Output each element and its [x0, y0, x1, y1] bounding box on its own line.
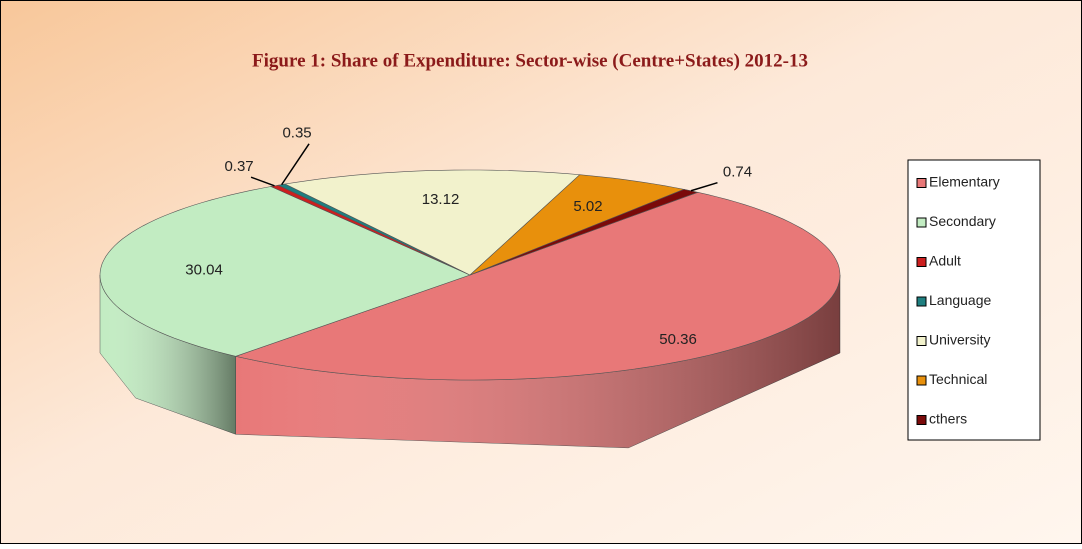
legend-label: Technical [929, 371, 987, 387]
data-label: 0.35 [282, 125, 311, 142]
legend-label: Secondary [929, 213, 996, 229]
legend-swatch [916, 415, 927, 425]
data-label: 30.04 [185, 262, 223, 279]
leader-line [281, 143, 310, 186]
slice [234, 191, 841, 381]
data-label: 13.12 [422, 191, 460, 208]
legend-swatch [916, 375, 927, 386]
legend-swatch [916, 296, 927, 307]
legend-label: Adult [929, 253, 961, 269]
data-label: 50.36 [659, 331, 697, 348]
slice-side-shade [100, 275, 236, 435]
data-label: 0.37 [224, 158, 253, 175]
legend-label: cthers [929, 411, 967, 427]
legend-swatch [916, 257, 927, 267]
legend-swatch [916, 336, 927, 346]
legend-swatch [916, 178, 927, 188]
legend-label: University [929, 332, 990, 348]
leader-line [250, 176, 275, 187]
slice [469, 174, 686, 276]
slice [99, 186, 471, 357]
legend [907, 159, 1041, 441]
slice-side-shade [235, 275, 840, 448]
legend-label: Language [929, 292, 992, 308]
leader-line [690, 181, 718, 192]
data-label: 0.74 [723, 164, 752, 181]
legend-swatch [916, 217, 927, 228]
data-label: 5.02 [573, 198, 602, 215]
slice [284, 169, 581, 276]
chart-title: Figure 1: Share of Expenditure: Sector-w… [252, 50, 808, 71]
legend-label: Elementary [929, 174, 1000, 190]
